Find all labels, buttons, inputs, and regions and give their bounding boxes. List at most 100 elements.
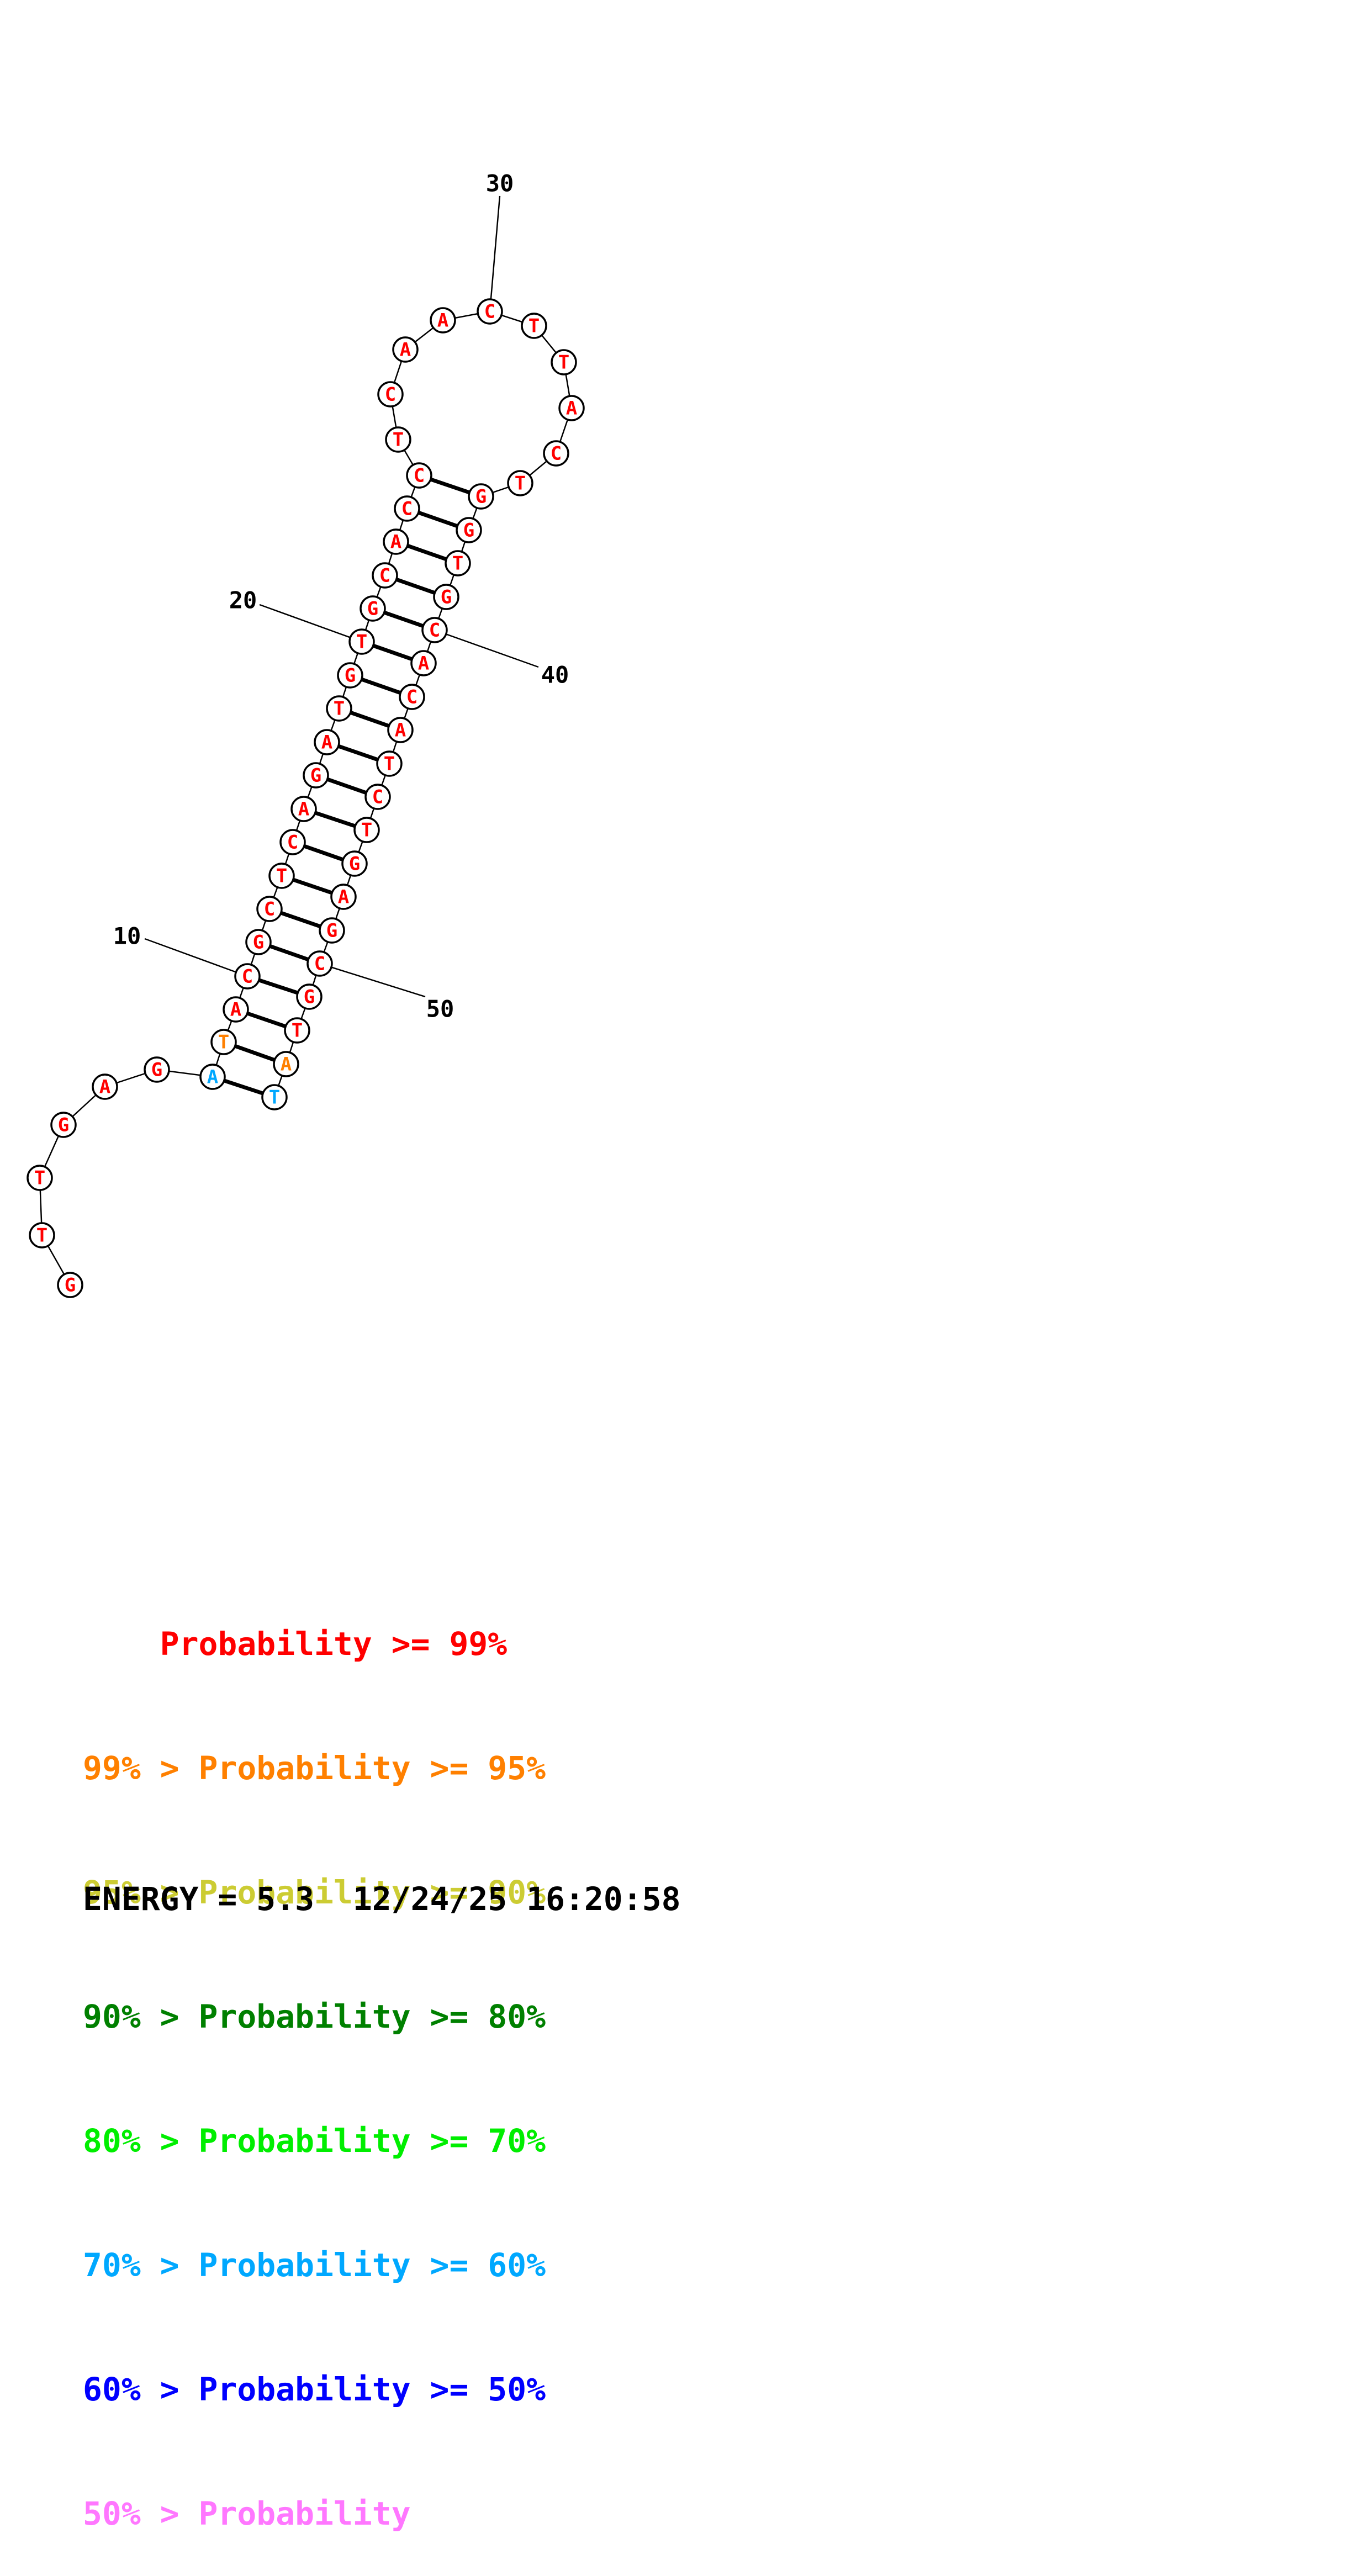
- position-tick: [489, 195, 501, 312]
- nucleotide-letter: T: [452, 553, 463, 575]
- nucleotide-circle: [234, 963, 261, 990]
- nucleotide-circle: [210, 1029, 237, 1055]
- base-pair-bond: [303, 844, 344, 862]
- nucleotide-18: T: [326, 695, 352, 722]
- nucleotide-circle: [445, 550, 471, 576]
- nucleotide-circle: [341, 850, 368, 877]
- nucleotide-letter: G: [326, 920, 337, 942]
- nucleotide-letter: T: [269, 1087, 280, 1109]
- position-label-20: 20: [229, 587, 257, 614]
- nucleotide-letter: C: [401, 498, 413, 520]
- nucleotide-letter: A: [395, 720, 406, 742]
- nucleotide-circle: [399, 684, 425, 710]
- legend-line-p50: 60% > Probability >= 50%: [83, 2371, 546, 2408]
- legend-line-p80: 90% > Probability >= 80%: [83, 1998, 546, 2035]
- nucleotide-letter: C: [385, 384, 396, 406]
- nucleotide-letter: T: [515, 473, 526, 495]
- nucleotide-circle: [245, 929, 272, 955]
- nucleotide-letter: C: [372, 786, 383, 808]
- nucleotide-circle: [507, 470, 533, 496]
- nucleotide-letter: T: [36, 1225, 47, 1247]
- nucleotide-49: G: [319, 917, 345, 944]
- nucleotide-34: C: [543, 440, 569, 467]
- nucleotide-circle: [421, 617, 448, 643]
- nucleotide-circle: [314, 729, 340, 755]
- base-pair-bond: [372, 643, 413, 662]
- nucleotide-16: G: [303, 762, 329, 789]
- nucleotide-letter: C: [429, 620, 440, 642]
- base-pair-layer: [223, 477, 471, 1096]
- nucleotide-53: A: [273, 1051, 299, 1077]
- nucleotide-letter: G: [475, 486, 487, 508]
- nucleotide-letter: A: [207, 1066, 218, 1088]
- nucleotide-letter: G: [58, 1114, 69, 1136]
- nucleotide-1: G: [57, 1272, 83, 1298]
- position-label-40: 40: [541, 662, 569, 689]
- nucleotide-letter: C: [406, 686, 417, 708]
- nucleotide-letter: T: [34, 1167, 45, 1189]
- nucleotide-32: T: [551, 349, 577, 375]
- nucleotide-circle: [477, 298, 503, 325]
- nucleotide-circle: [57, 1272, 83, 1298]
- nucleotide-letter: A: [400, 339, 411, 361]
- nucleotide-31: T: [521, 313, 547, 339]
- nucleotide-letter: T: [393, 429, 404, 451]
- nucleotide-36: G: [468, 483, 494, 510]
- nucleotide-letter: T: [334, 698, 345, 720]
- nucleotide-41: A: [410, 650, 437, 676]
- nucleotide-circle: [558, 395, 585, 421]
- nucleotide-42: C: [399, 684, 425, 710]
- nucleotide-circle: [261, 1084, 288, 1110]
- nucleotide-28: A: [392, 336, 419, 363]
- nucleotide-circle: [551, 349, 577, 375]
- nucleotide-22: C: [372, 562, 398, 589]
- nucleotide-52: T: [284, 1017, 310, 1044]
- nucleotide-letter: C: [314, 953, 325, 975]
- nucleotide-letter: C: [551, 443, 562, 465]
- nucleotide-30: C: [477, 298, 503, 325]
- nucleotide-letter: T: [276, 865, 287, 887]
- nucleotide-letter: A: [418, 653, 429, 675]
- nucleotide-circle: [456, 517, 482, 543]
- nucleotide-48: A: [330, 884, 357, 910]
- base-pair-bond: [350, 710, 390, 728]
- position-tick: [144, 938, 248, 977]
- nucleotide-11: G: [245, 929, 272, 955]
- nucleotide-circle: [376, 750, 403, 777]
- nucleotide-circle: [50, 1112, 77, 1138]
- nucleotide-12: C: [256, 896, 283, 922]
- nucleotide-letter: T: [558, 352, 569, 374]
- nucleotide-circle: [372, 562, 398, 589]
- nucleotide-circle: [144, 1056, 170, 1083]
- nucleotide-47: G: [341, 850, 368, 877]
- nucleotide-letter: T: [528, 315, 540, 337]
- nucleotide-circle: [383, 528, 409, 555]
- nucleotide-circle: [521, 313, 547, 339]
- nucleotide-19: G: [337, 662, 363, 689]
- nucleotide-25: C: [406, 462, 432, 489]
- nucleotide-51: G: [296, 983, 323, 1010]
- nucleotide-letter: C: [484, 301, 495, 323]
- nucleotide-44: T: [376, 750, 403, 777]
- nucleotide-circle: [279, 829, 306, 855]
- position-tick: [319, 962, 426, 998]
- nucleotide-circle: [430, 307, 456, 334]
- legend-line-p95: 99% > Probability >= 95%: [83, 1749, 546, 1787]
- position-tick-layer: 10 20 30 40 50: [113, 170, 569, 1023]
- nucleotide-37: G: [456, 517, 482, 543]
- nucleotide-circle: [387, 717, 414, 743]
- base-pair-bond: [337, 744, 379, 762]
- nucleotide-circle: [273, 1051, 299, 1077]
- nucleotide-letter: C: [414, 465, 425, 487]
- legend-line-p99: Probability >= 99%: [83, 1625, 508, 1663]
- base-pair-bond: [292, 877, 333, 895]
- nucleotide-letter: C: [379, 565, 390, 587]
- nucleotide-circle: [268, 863, 295, 889]
- nucleotide-circle: [326, 695, 352, 722]
- nucleotide-23: A: [383, 528, 409, 555]
- nucleotide-letter: A: [566, 398, 577, 420]
- nucleotide-circle: [394, 495, 420, 522]
- nucleotide-43: A: [387, 717, 414, 743]
- nucleotide-circle: [406, 462, 432, 489]
